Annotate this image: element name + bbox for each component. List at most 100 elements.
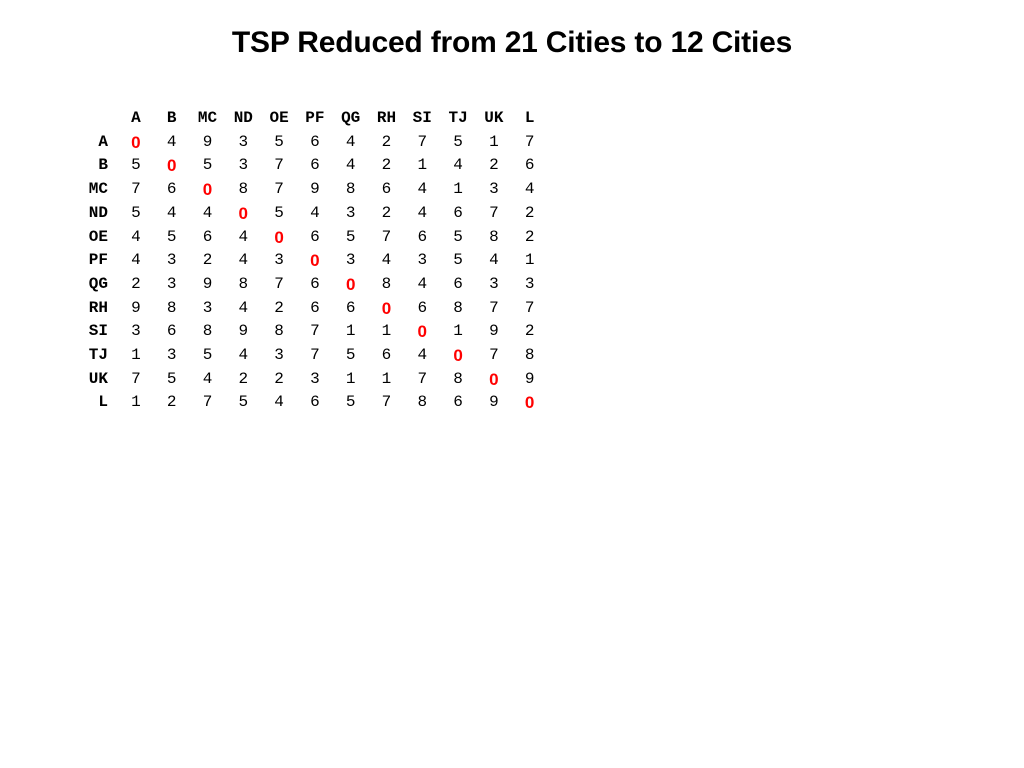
matrix-cell: 1 (131, 393, 141, 412)
matrix-cell: 7 (274, 180, 284, 199)
matrix-cell: 8 (238, 274, 249, 293)
matrix-cell: 8 (489, 227, 499, 246)
matrix-cell: 6 (417, 298, 428, 317)
matrix-cell: 7 (274, 156, 284, 175)
matrix-cell: 7 (381, 393, 392, 412)
column-header: PF (305, 109, 325, 127)
matrix-row: MC 7 6 0 8 7 9 8 6 4 1 3 4 (78, 178, 548, 202)
matrix-row: QG 2 3 9 8 7 6 0 8 4 6 3 3 (78, 273, 548, 297)
matrix-cell: 7 (310, 322, 320, 341)
matrix-cell: 7 (202, 393, 213, 412)
matrix-cell: 4 (417, 274, 428, 293)
diagonal-cell: 0 (381, 298, 392, 318)
matrix-body: A 0 4 9 3 5 6 4 2 7 5 1 7 B 5 0 5 3 7 6 4 2 1 4 2 6 MC 7 6 0 8 7 9 8 6 4 1 3 4… (78, 131, 548, 415)
header-row: A B MC ND OE PF QG RH SI TJ UK L (78, 107, 548, 131)
row-header: OE (88, 227, 108, 246)
matrix-row: B 5 0 5 3 7 6 4 2 1 4 2 6 (78, 154, 548, 178)
matrix-cell: 3 (274, 251, 284, 270)
matrix-cell: 7 (489, 203, 499, 222)
matrix-cell: 2 (238, 369, 249, 388)
matrix-cell: 2 (274, 298, 284, 317)
matrix-cell: 6 (166, 180, 177, 199)
matrix-cell: 8 (202, 322, 213, 341)
diagonal-cell: 0 (238, 203, 249, 223)
matrix-cell: 3 (202, 298, 213, 317)
matrix-cell: 1 (524, 251, 535, 270)
matrix-cell: 3 (345, 203, 356, 222)
matrix-cell: 5 (453, 227, 463, 246)
matrix-cell: 8 (453, 298, 463, 317)
matrix-cell: 5 (166, 227, 177, 246)
column-header: B (166, 109, 177, 127)
diagonal-cell: 0 (453, 346, 463, 366)
matrix-cell: 5 (274, 132, 284, 151)
matrix-cell: 4 (274, 393, 284, 412)
matrix-cell: 7 (310, 346, 320, 365)
matrix-cell: 5 (238, 393, 249, 412)
matrix-cell: 7 (274, 274, 284, 293)
matrix-cell: 3 (524, 274, 535, 293)
matrix-cell: 5 (345, 346, 356, 365)
matrix-cell: 1 (453, 180, 463, 199)
row-header: PF (88, 251, 108, 270)
matrix-cell: 8 (524, 346, 535, 365)
matrix-cell: 8 (381, 274, 392, 293)
row-header: L (98, 393, 108, 412)
matrix-cell: 4 (417, 180, 428, 199)
matrix-cell: 6 (453, 393, 463, 412)
diagonal-cell: 0 (166, 156, 177, 176)
matrix-cell: 6 (166, 322, 177, 341)
corner-cell (78, 107, 118, 131)
matrix-cell: 7 (524, 132, 535, 151)
matrix-cell: 2 (524, 203, 535, 222)
matrix-cell: 8 (417, 393, 428, 412)
diagonal-cell: 0 (417, 322, 427, 342)
matrix-cell: 5 (166, 369, 177, 388)
row-header: SI (88, 322, 108, 341)
matrix-cell: 4 (166, 132, 177, 151)
matrix-cell: 5 (131, 203, 141, 222)
matrix-cell: 6 (381, 346, 392, 365)
matrix-cell: 9 (524, 369, 535, 388)
matrix-row: UK 7 5 4 2 2 3 1 1 7 8 0 9 (78, 368, 548, 392)
matrix-cell: 1 (417, 156, 428, 175)
matrix-row: RH 9 8 3 4 2 6 6 0 6 8 7 7 (78, 297, 548, 321)
matrix-cell: 4 (166, 203, 177, 222)
matrix-cell: 5 (453, 132, 463, 151)
column-header: QG (341, 109, 361, 127)
matrix-cell: 6 (310, 393, 320, 412)
matrix-cell: 5 (345, 393, 356, 412)
matrix-cell: 2 (381, 156, 392, 175)
diagonal-cell: 0 (274, 227, 284, 247)
matrix-cell: 3 (131, 322, 141, 341)
matrix-cell: 1 (131, 346, 141, 365)
column-header: MC (197, 109, 218, 127)
matrix-cell: 9 (489, 393, 499, 412)
matrix-cell: 5 (202, 156, 213, 175)
matrix-cell: 2 (489, 156, 499, 175)
matrix-cell: 4 (238, 227, 249, 246)
matrix-cell: 7 (489, 298, 499, 317)
row-header: MC (88, 180, 108, 199)
column-header: OE (269, 109, 289, 127)
matrix-cell: 4 (238, 298, 249, 317)
row-header: QG (88, 274, 108, 293)
matrix-row: PF 4 3 2 4 3 0 3 4 3 5 4 1 (78, 249, 548, 273)
matrix-cell: 6 (310, 298, 320, 317)
matrix-cell: 9 (131, 298, 141, 317)
matrix-cell: 8 (238, 180, 249, 199)
matrix-cell: 8 (453, 369, 463, 388)
matrix-cell: 4 (131, 227, 141, 246)
matrix-cell: 4 (489, 251, 499, 270)
matrix-cell: 7 (524, 298, 535, 317)
matrix-row: OE 4 5 6 4 0 6 5 7 6 5 8 2 (78, 226, 548, 250)
matrix-cell: 3 (345, 251, 356, 270)
matrix-row: TJ 1 3 5 4 3 7 5 6 4 0 7 8 (78, 344, 548, 368)
matrix-cell: 1 (489, 132, 499, 151)
matrix-cell: 4 (345, 132, 356, 151)
matrix-cell: 2 (524, 322, 535, 341)
matrix-cell: 4 (238, 251, 249, 270)
matrix-cell: 9 (202, 274, 213, 293)
matrix-cell: 3 (310, 369, 320, 388)
